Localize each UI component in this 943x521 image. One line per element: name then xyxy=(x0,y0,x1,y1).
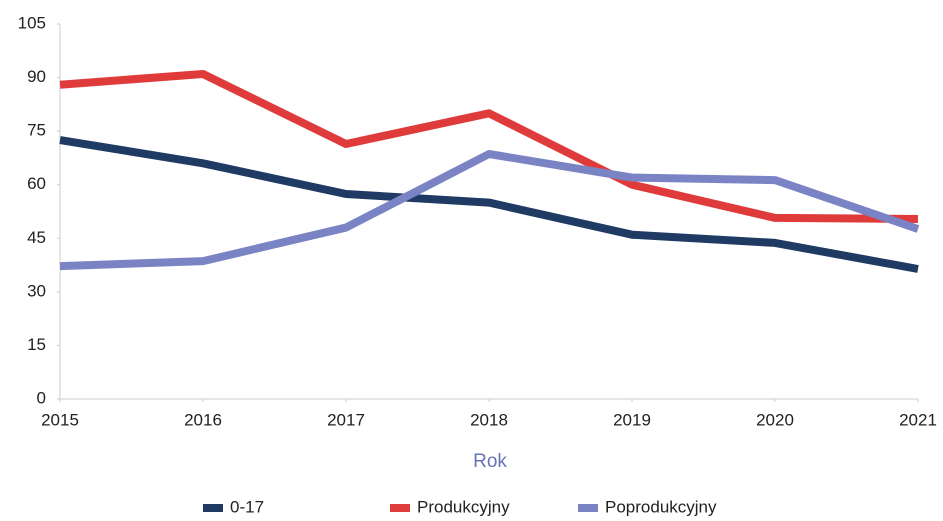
legend-label: Produkcyjny xyxy=(417,497,510,516)
legend-swatch xyxy=(203,504,223,512)
legend-swatch xyxy=(578,504,598,512)
series-line xyxy=(59,70,919,223)
y-tick-label: 90 xyxy=(27,67,46,86)
legend-label: Poprodukcyjny xyxy=(605,497,717,516)
x-tick-label: 2016 xyxy=(184,410,222,429)
y-tick-label: 0 xyxy=(37,388,46,407)
x-axis-label: Rok xyxy=(473,451,507,472)
y-tick-label: 105 xyxy=(18,13,46,32)
y-tick-label: 15 xyxy=(27,335,46,354)
series-line xyxy=(59,136,919,273)
series-line xyxy=(59,150,920,271)
legend-swatch xyxy=(390,504,410,512)
y-tick-label: 60 xyxy=(27,174,46,193)
y-tick-label: 75 xyxy=(27,121,46,140)
x-tick-label: 2021 xyxy=(899,410,937,429)
x-tick-label: 2020 xyxy=(756,410,794,429)
y-tick-label: 30 xyxy=(27,281,46,300)
x-tick-label: 2018 xyxy=(470,410,508,429)
x-tick-label: 2019 xyxy=(613,410,651,429)
y-tick-label: 45 xyxy=(27,228,46,247)
legend-label: 0-17 xyxy=(230,497,264,516)
x-tick-label: 2017 xyxy=(327,410,365,429)
x-tick-label: 2015 xyxy=(41,410,79,429)
